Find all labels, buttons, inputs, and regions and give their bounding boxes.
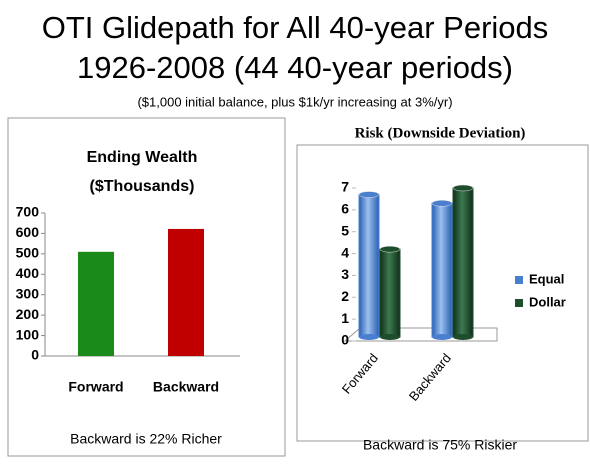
- y-tick-label: 600: [16, 224, 40, 240]
- chart-title: ($Thousands): [90, 178, 195, 195]
- legend-label: Dollar: [529, 294, 566, 309]
- legend-swatch: [515, 299, 523, 307]
- y-tick-label: 4: [341, 244, 349, 260]
- y-tick-label: 0: [341, 332, 349, 348]
- y-tick-label: 1: [341, 310, 349, 326]
- subtitle: 1926-2008 (44 40-year periods): [77, 50, 513, 85]
- y-tick-label: 400: [16, 265, 40, 281]
- chart-title: Risk (Downside Deviation): [355, 125, 526, 141]
- bar-top: [431, 200, 453, 207]
- left-panel: [7, 117, 286, 457]
- bar: [168, 228, 204, 356]
- floor: [343, 327, 498, 342]
- y-tick-label: 500: [16, 245, 40, 261]
- x-tick-label: Backward: [153, 379, 219, 395]
- bar-body: [452, 187, 474, 338]
- bar: [452, 184, 474, 340]
- bar-base: [453, 334, 473, 340]
- bar: [358, 191, 380, 340]
- y-tick-label: 700: [16, 204, 40, 220]
- x-tick-label: Forward: [68, 379, 123, 395]
- bar-top: [358, 191, 380, 198]
- right-panel: [296, 144, 589, 442]
- caption: Backward is 75% Riskier: [363, 437, 517, 453]
- x-tick-label: Forward: [339, 350, 381, 396]
- chart-title: Ending Wealth: [87, 149, 198, 166]
- bar-top: [452, 184, 474, 192]
- y-tick-label: 200: [16, 306, 40, 322]
- y-tick-label: 7: [341, 179, 349, 195]
- bar-body: [431, 202, 453, 338]
- legend-label: Equal: [529, 271, 564, 286]
- bar-base: [432, 334, 452, 340]
- x-tick-label: Backward: [406, 350, 454, 403]
- legend-swatch: [515, 276, 523, 284]
- bar-body: [358, 194, 380, 338]
- y-tick-label: 2: [341, 288, 349, 304]
- y-tick-label: 6: [341, 201, 349, 217]
- title: OTI Glidepath for All 40-year Periods: [42, 10, 549, 45]
- bar: [78, 251, 114, 356]
- bar: [431, 200, 453, 340]
- y-tick-label: 0: [31, 347, 39, 363]
- bar: [379, 245, 401, 340]
- bar-base: [380, 334, 400, 340]
- note: ($1,000 initial balance, plus $1k/yr inc…: [137, 94, 452, 109]
- y-tick-label: 100: [16, 326, 40, 342]
- y-tick-label: 5: [341, 222, 349, 238]
- y-tick-label: 3: [341, 266, 349, 282]
- bar-top: [379, 245, 401, 253]
- bar-base: [359, 334, 379, 340]
- caption: Backward is 22% Richer: [70, 431, 222, 447]
- y-tick-label: 300: [16, 285, 40, 301]
- bar-body: [379, 248, 401, 338]
